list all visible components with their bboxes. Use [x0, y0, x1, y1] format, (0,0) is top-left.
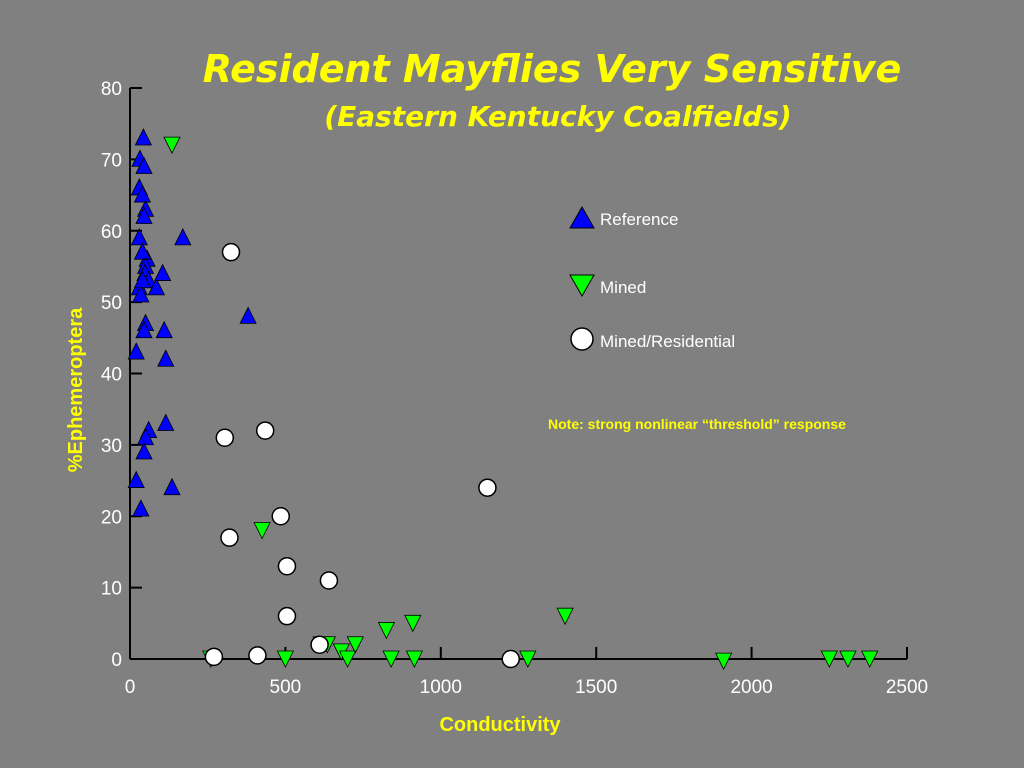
data-point-reference — [132, 499, 150, 517]
data-point-reference — [135, 442, 153, 460]
axes — [129, 88, 907, 660]
y-tick-label: 70 — [101, 150, 122, 171]
data-point-reference — [127, 470, 145, 488]
data-point-reference — [135, 320, 153, 339]
note-annotation: Note: strong nonlinear “threshold” respo… — [548, 416, 846, 432]
y-tick-label: 10 — [101, 579, 122, 600]
data-point-reference — [127, 342, 145, 360]
data-point-mined — [377, 622, 396, 640]
data-point-reference — [136, 427, 155, 446]
x-axis-label: Conductivity — [439, 714, 561, 736]
legend-label-reference: Reference — [600, 210, 678, 229]
data-point-reference — [153, 263, 172, 281]
y-tick-label: 50 — [101, 293, 122, 314]
data-point-mined-residential — [277, 606, 297, 626]
data-point-reference — [135, 206, 153, 224]
data-point-mined — [382, 650, 400, 668]
data-point-reference — [239, 306, 257, 324]
data-point-mined — [163, 136, 181, 154]
data-point-reference — [174, 227, 192, 246]
y-tick-label: 60 — [101, 222, 122, 243]
data-point-mined — [556, 607, 574, 626]
chart-subtitle: (Eastern Kentucky Coalfields) — [324, 100, 791, 133]
data-point-mined — [519, 650, 537, 668]
data-point-mined — [346, 636, 364, 654]
data-point-mined-residential — [204, 647, 224, 667]
data-point-mined-residential — [215, 428, 235, 447]
data-point-mined — [338, 650, 357, 668]
data-point-mined-residential — [255, 421, 275, 440]
data-point-mined-residential — [277, 556, 297, 576]
data-point-mined-residential — [310, 635, 329, 654]
x-tick-label: 1500 — [575, 677, 617, 698]
data-point-reference — [135, 156, 153, 174]
data-point-reference — [157, 349, 175, 367]
y-axis-label: %Ephemeroptera — [65, 307, 87, 472]
data-point-mined-residential — [271, 507, 290, 526]
data-point-reference — [133, 270, 152, 289]
y-axis-ticks: 0 10 20 30 40 50 60 70 80 — [101, 79, 142, 671]
x-axis-ticks: 0 500 1000 1500 2000 2500 — [125, 647, 928, 698]
data-point-mined-residential — [478, 478, 497, 497]
y-tick-label: 40 — [101, 365, 122, 386]
data-point-reference — [134, 128, 153, 146]
x-tick-label: 500 — [270, 677, 302, 698]
y-tick-label: 0 — [111, 650, 122, 671]
data-point-mined — [861, 650, 879, 668]
data-point-reference — [130, 227, 148, 246]
data-point-mined — [404, 614, 422, 633]
data-point-mined — [839, 650, 857, 668]
legend-marker-mined-residential — [570, 327, 594, 351]
data-point-mined-residential — [319, 571, 339, 590]
legend-marker-mined — [569, 274, 595, 298]
data-point-reference — [147, 277, 166, 296]
x-tick-label: 2500 — [886, 677, 928, 698]
data-point-reference — [133, 242, 152, 260]
data-point-mined-residential — [248, 646, 267, 665]
data-point-reference — [132, 285, 150, 303]
data-point-mined — [714, 652, 733, 671]
y-tick-label: 80 — [101, 79, 122, 100]
x-tick-label: 1000 — [420, 677, 462, 698]
y-tick-label: 30 — [101, 436, 122, 457]
data-point-mined-residential — [221, 242, 241, 262]
data-point-mined-residential — [220, 528, 239, 547]
data-point-mined — [276, 650, 295, 668]
x-tick-label: 0 — [125, 677, 136, 698]
legend-marker-reference — [569, 205, 595, 229]
legend: Reference Mined Mined/Residential — [569, 205, 735, 351]
data-point-reference — [133, 185, 152, 203]
data-point-mined — [253, 522, 271, 540]
data-point-mined — [820, 650, 838, 668]
data-point-reference — [157, 413, 175, 431]
legend-label-mined-residential: Mined/Residential — [600, 332, 735, 351]
data-point-mined-residential — [501, 649, 520, 669]
chart-title: Resident Mayflies Very Sensitive — [203, 47, 902, 91]
x-tick-label: 2000 — [730, 677, 772, 698]
data-points — [127, 128, 879, 671]
data-point-reference — [155, 320, 173, 339]
data-point-mined — [405, 650, 424, 668]
y-tick-label: 20 — [101, 507, 122, 528]
legend-label-mined: Mined — [600, 278, 646, 297]
data-point-reference — [163, 477, 181, 496]
